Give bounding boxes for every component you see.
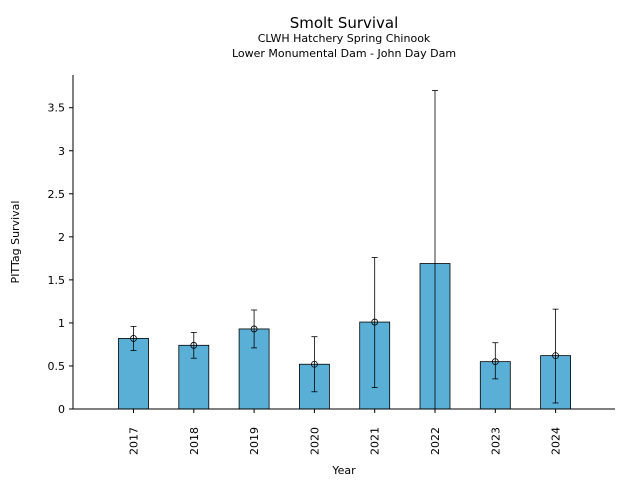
x-tick-label: 2019 (248, 427, 261, 455)
chart-subtitle-line-1: CLWH Hatchery Spring Chinook (258, 32, 431, 45)
y-tick-label: 1 (58, 317, 65, 330)
y-tick-label: 3 (58, 145, 65, 158)
y-tick-label: 2.5 (48, 188, 66, 201)
x-tick-label: 2018 (188, 427, 201, 455)
y-tick-label: 0 (58, 403, 65, 416)
point-marker-2019 (250, 325, 258, 333)
x-tick-label: 2020 (308, 427, 321, 455)
x-tick-label: 2021 (369, 427, 382, 455)
chart-title: Smolt Survival (290, 14, 399, 32)
point-marker-2018 (190, 341, 198, 349)
x-tick-label: 2023 (489, 427, 502, 455)
y-tick-label: 3.5 (48, 102, 66, 115)
point-marker-2024 (552, 352, 559, 360)
point-marker-2023 (491, 358, 499, 366)
plot-area: 0 0.5 1 1.5 2 2.5 3 3.5 2017 2018 2019 2020 2021 2022… (48, 90, 571, 455)
x-tick-label: 2022 (429, 427, 442, 455)
point-marker-2020 (310, 360, 318, 368)
point-marker-2021 (371, 318, 379, 326)
x-tick-label: 2024 (550, 427, 563, 455)
y-axis-label: PITTag Survival (9, 201, 22, 284)
y-tick-label: 2 (58, 231, 65, 244)
x-axis-label: Year (331, 464, 356, 477)
y-tick-label: 1.5 (48, 274, 66, 287)
chart-subtitle-line-2: Lower Monumental Dam - John Day Dam (232, 47, 456, 60)
x-tick-label: 2017 (128, 427, 141, 455)
point-marker-2017 (130, 335, 137, 342)
y-tick-label: 0.5 (48, 360, 66, 373)
